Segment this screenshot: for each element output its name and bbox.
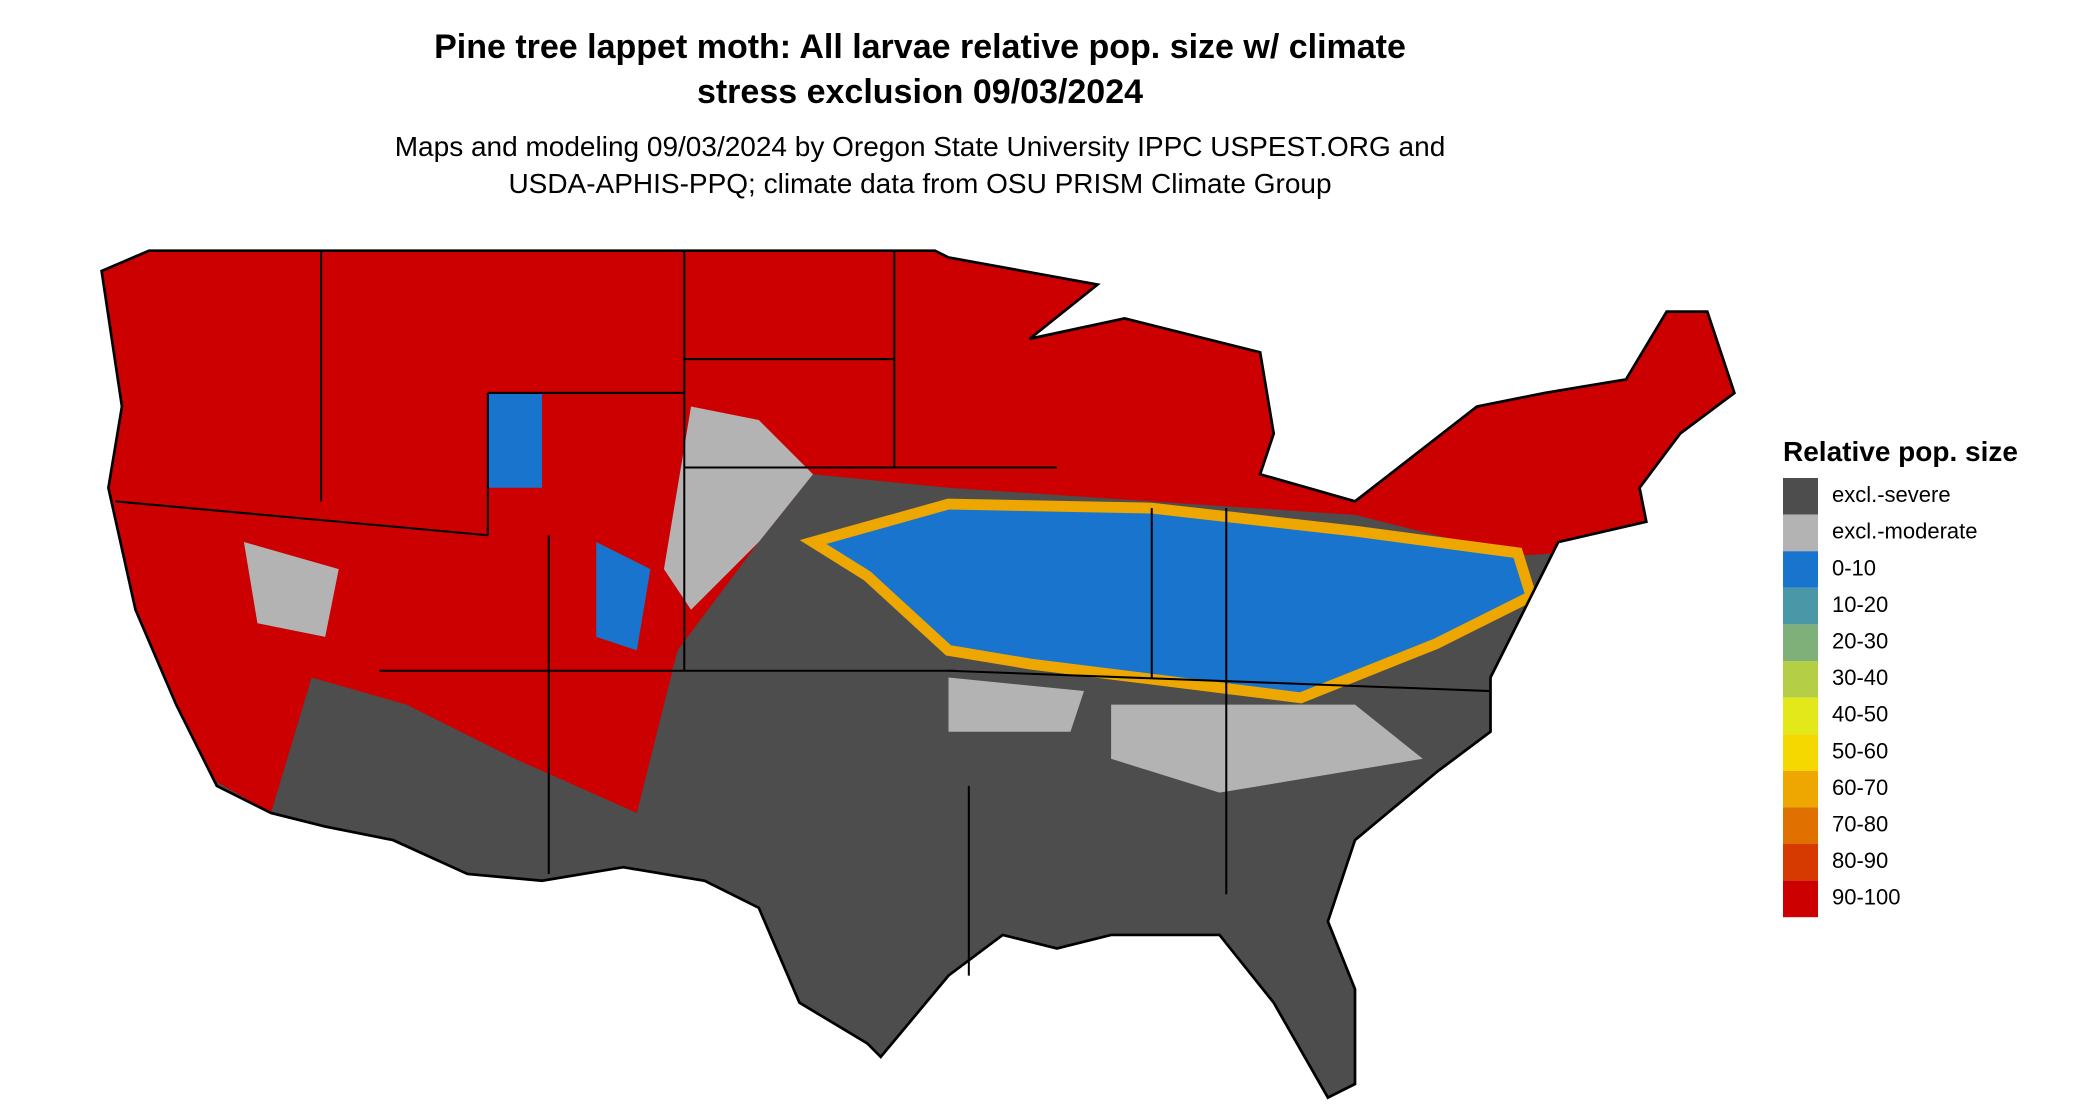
legend-swatch (1783, 770, 1818, 808)
legend-label: 30-40 (1832, 665, 1888, 690)
legend-swatch (1783, 624, 1818, 661)
legend-title: Relative pop. size (1783, 436, 2018, 467)
legend-label: 10-20 (1832, 592, 1888, 617)
legend-swatch (1783, 661, 1818, 698)
legend-label: 0-10 (1832, 555, 1876, 580)
legend-swatch (1783, 807, 1818, 844)
legend: excl.-severe excl.-moderate 0-10 10-20 20-30… (1783, 478, 1978, 918)
legend-label: 90-100 (1832, 885, 1901, 910)
legend-label: 60-70 (1832, 775, 1888, 800)
subtitle: USDA-APHIS-PPQ; climate data from OSU PR… (508, 168, 1331, 199)
legend-swatch (1783, 734, 1818, 771)
legend-label: 70-80 (1832, 812, 1888, 837)
title: Pine tree lappet moth: All larvae relati… (434, 28, 1406, 66)
legend-label: excl.-severe (1832, 482, 1951, 507)
legend-swatch (1783, 551, 1818, 588)
legend-swatch (1783, 697, 1818, 735)
legend-swatch (1783, 844, 1818, 881)
legend-label: 40-50 (1832, 702, 1888, 727)
title: stress exclusion 09/03/2024 (697, 73, 1143, 111)
legend-swatch (1783, 880, 1818, 918)
legend-label: 20-30 (1832, 629, 1888, 654)
legend-label: 50-60 (1832, 738, 1888, 763)
legend-swatch (1783, 478, 1818, 515)
legend-label: 80-90 (1832, 848, 1888, 873)
legend-label: excl.-moderate (1832, 519, 1978, 544)
legend-swatch (1783, 514, 1818, 552)
legend-swatch (1783, 587, 1818, 625)
subtitle: Maps and modeling 09/03/2024 by Oregon S… (395, 131, 1446, 162)
